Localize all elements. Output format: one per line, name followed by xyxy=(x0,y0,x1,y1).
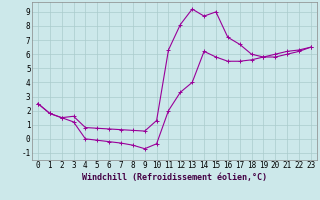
X-axis label: Windchill (Refroidissement éolien,°C): Windchill (Refroidissement éolien,°C) xyxy=(82,173,267,182)
